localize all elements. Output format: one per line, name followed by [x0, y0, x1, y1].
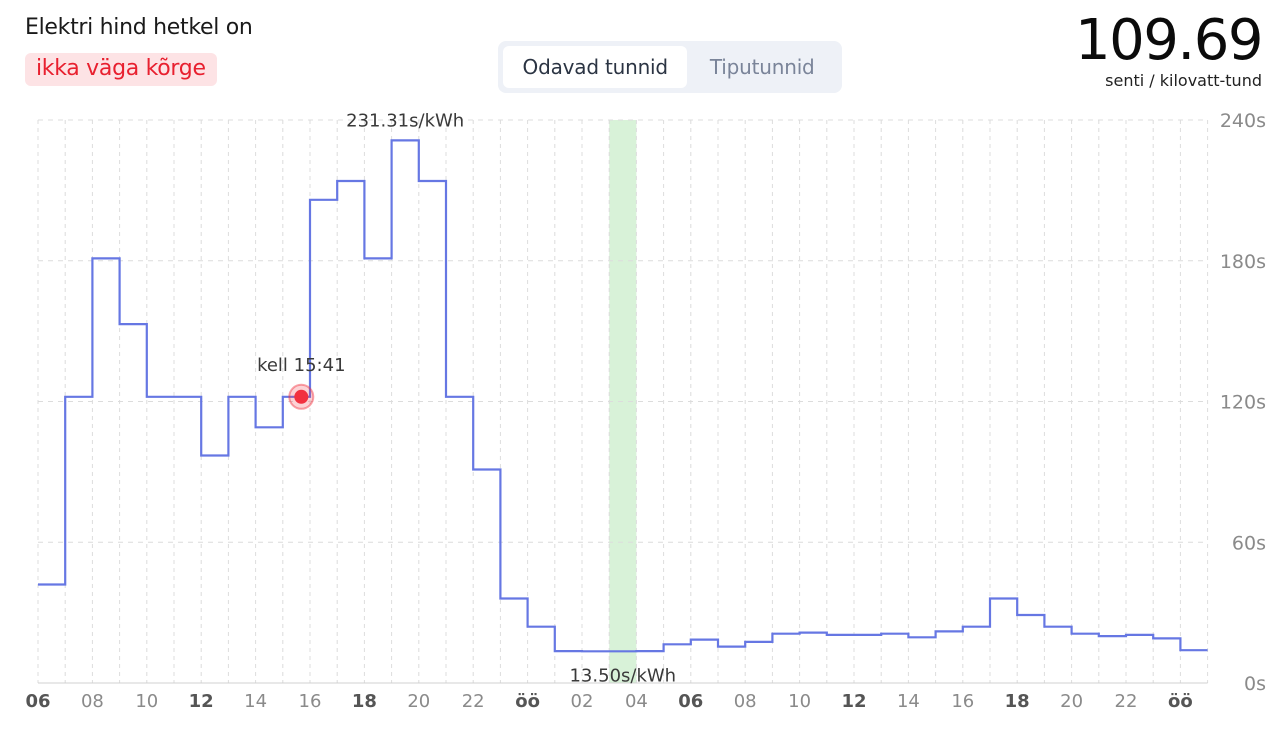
price-caption: Elektri hind hetkel on [25, 15, 253, 40]
x-tick-label: 02 [571, 691, 594, 712]
y-tick-label: 120s [1220, 392, 1266, 414]
x-tick-label: 16 [951, 691, 974, 712]
x-tick-label: 14 [244, 691, 267, 712]
min-price-label: 13.50s/kWh [569, 665, 676, 686]
x-tick-label: 10 [135, 691, 158, 712]
max-price-label: 231.31s/kWh [346, 110, 464, 131]
price-unit: senti / kilovatt-tund [1105, 71, 1262, 90]
x-tick-label: 04 [625, 691, 648, 712]
y-tick-label: 180s [1220, 251, 1266, 273]
x-tick-label: 12 [189, 691, 214, 712]
y-tick-label: 0s [1244, 673, 1266, 695]
price-status-badge: ikka väga kõrge [25, 53, 217, 86]
current-price: 109.69 [1075, 8, 1263, 73]
x-tick-label: 14 [897, 691, 920, 712]
x-tick-label: öö [515, 691, 540, 712]
x-tick-label: öö [1168, 691, 1193, 712]
current-time-marker [294, 389, 309, 404]
x-tick-label: 22 [1115, 691, 1138, 712]
price-step-line [38, 139, 1208, 653]
x-tick-label: 08 [734, 691, 757, 712]
x-tick-label: 06 [678, 691, 703, 712]
tab-cheap-hours[interactable]: Odavad tunnid [503, 46, 688, 88]
y-tick-label: 240s [1220, 110, 1266, 132]
x-tick-label: 20 [407, 691, 430, 712]
tab-peak-hours[interactable]: Tiputunnid [709, 55, 815, 79]
x-tick-label: 12 [841, 691, 866, 712]
x-tick-label: 20 [1060, 691, 1083, 712]
x-tick-label: 18 [352, 691, 377, 712]
y-tick-label: 60s [1232, 532, 1266, 554]
x-tick-label: 06 [25, 691, 50, 712]
x-tick-label: 22 [462, 691, 485, 712]
view-toggle: Odavad tunnid Tiputunnid [498, 41, 842, 93]
x-tick-label: 16 [299, 691, 322, 712]
x-tick-label: 10 [788, 691, 811, 712]
current-time-label: kell 15:41 [257, 355, 345, 376]
x-tick-label: 18 [1005, 691, 1030, 712]
x-tick-label: 08 [81, 691, 104, 712]
